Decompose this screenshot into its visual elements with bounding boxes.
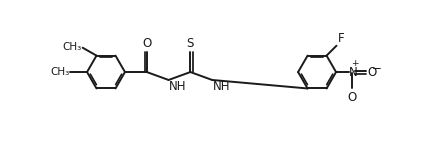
Text: O: O bbox=[368, 66, 377, 79]
Text: O: O bbox=[142, 37, 151, 50]
Text: O: O bbox=[347, 91, 356, 104]
Text: NH: NH bbox=[169, 81, 187, 93]
Text: N: N bbox=[349, 66, 358, 79]
Text: F: F bbox=[337, 32, 344, 45]
Text: +: + bbox=[351, 59, 359, 68]
Text: NH: NH bbox=[213, 81, 230, 93]
Text: CH₃: CH₃ bbox=[50, 67, 69, 77]
Text: −: − bbox=[372, 62, 382, 75]
Text: S: S bbox=[187, 37, 194, 50]
Text: CH₃: CH₃ bbox=[62, 42, 82, 52]
